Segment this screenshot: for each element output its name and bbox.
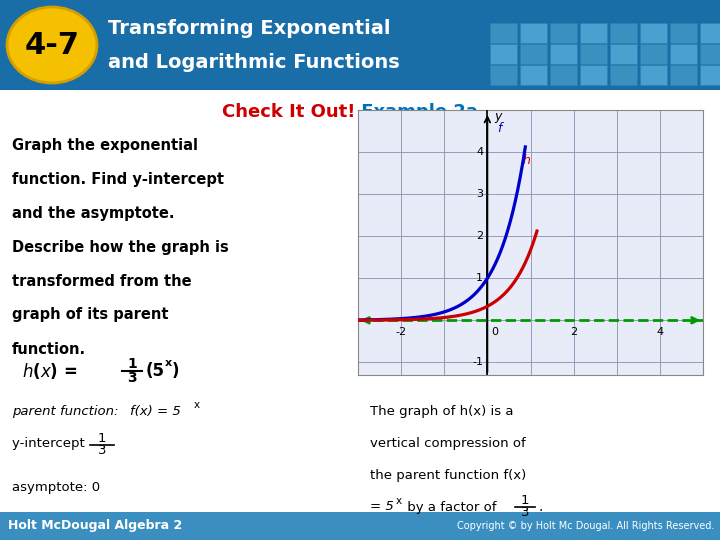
Text: y-intercept: y-intercept — [12, 437, 89, 450]
Text: 1: 1 — [476, 273, 483, 284]
Bar — [610, 23, 637, 43]
Bar — [700, 23, 720, 43]
Text: -1: -1 — [472, 357, 483, 367]
Bar — [520, 65, 547, 85]
Bar — [550, 65, 577, 85]
Ellipse shape — [7, 7, 97, 83]
Text: -2: -2 — [395, 327, 407, 336]
Bar — [700, 65, 720, 85]
Text: Example 2a: Example 2a — [355, 103, 478, 121]
Text: 4: 4 — [476, 147, 483, 157]
Text: 2: 2 — [570, 327, 577, 336]
Text: parent function:: parent function: — [12, 404, 122, 417]
Bar — [550, 44, 577, 64]
Text: The graph of h(x) is a: The graph of h(x) is a — [370, 404, 513, 417]
Text: 2: 2 — [476, 231, 483, 241]
Bar — [670, 65, 697, 85]
Text: graph of its parent: graph of its parent — [12, 307, 168, 322]
Text: asymptote: 0: asymptote: 0 — [12, 481, 100, 494]
Bar — [550, 23, 577, 43]
Text: (5: (5 — [146, 362, 165, 380]
Text: x: x — [165, 358, 172, 368]
Text: and Logarithmic Functions: and Logarithmic Functions — [108, 52, 400, 71]
Text: vertical compression of: vertical compression of — [370, 436, 526, 449]
Bar — [700, 44, 720, 64]
Bar — [580, 65, 607, 85]
Text: 4-7: 4-7 — [24, 30, 79, 59]
Bar — [580, 44, 607, 64]
Text: function. Find y-intercept: function. Find y-intercept — [12, 172, 224, 186]
Text: 3: 3 — [98, 444, 107, 457]
Bar — [490, 65, 517, 85]
Text: 3: 3 — [127, 371, 137, 385]
Bar — [610, 44, 637, 64]
Text: Check It Out!: Check It Out! — [222, 103, 355, 121]
Text: f(x) = 5: f(x) = 5 — [130, 404, 181, 417]
Text: Graph the exponential: Graph the exponential — [12, 138, 198, 152]
Text: 1: 1 — [98, 431, 107, 444]
Text: by a factor of: by a factor of — [403, 501, 500, 514]
Bar — [490, 23, 517, 43]
Text: 1: 1 — [127, 357, 137, 371]
Text: 3: 3 — [521, 507, 529, 519]
Text: 4: 4 — [657, 327, 663, 336]
Text: .: . — [539, 500, 544, 514]
Text: x: x — [194, 400, 200, 410]
Text: h: h — [523, 154, 531, 167]
Text: Copyright © by Holt Mc Dougal. All Rights Reserved.: Copyright © by Holt Mc Dougal. All Right… — [456, 521, 714, 531]
Bar — [610, 65, 637, 85]
Bar — [640, 23, 667, 43]
Text: and the asymptote.: and the asymptote. — [12, 206, 174, 220]
Text: $h$($x$) =: $h$($x$) = — [22, 361, 79, 381]
Bar — [580, 23, 607, 43]
Text: ): ) — [172, 362, 179, 380]
Text: the parent function f(x): the parent function f(x) — [370, 469, 526, 482]
Text: 1: 1 — [521, 495, 529, 508]
Text: function.: function. — [12, 341, 86, 356]
Text: x: x — [396, 496, 402, 506]
Text: transformed from the: transformed from the — [12, 273, 192, 288]
Bar — [520, 44, 547, 64]
Text: Describe how the graph is: Describe how the graph is — [12, 240, 229, 254]
Text: = 5: = 5 — [370, 501, 394, 514]
Text: f: f — [497, 123, 501, 136]
Bar — [490, 44, 517, 64]
Bar — [640, 65, 667, 85]
Text: 0: 0 — [491, 327, 498, 336]
Bar — [670, 44, 697, 64]
Text: Holt McDougal Algebra 2: Holt McDougal Algebra 2 — [8, 519, 182, 532]
Bar — [670, 23, 697, 43]
Bar — [640, 44, 667, 64]
Text: 3: 3 — [476, 189, 483, 199]
Text: y: y — [494, 110, 501, 123]
Bar — [520, 23, 547, 43]
Text: Transforming Exponential: Transforming Exponential — [108, 18, 390, 37]
